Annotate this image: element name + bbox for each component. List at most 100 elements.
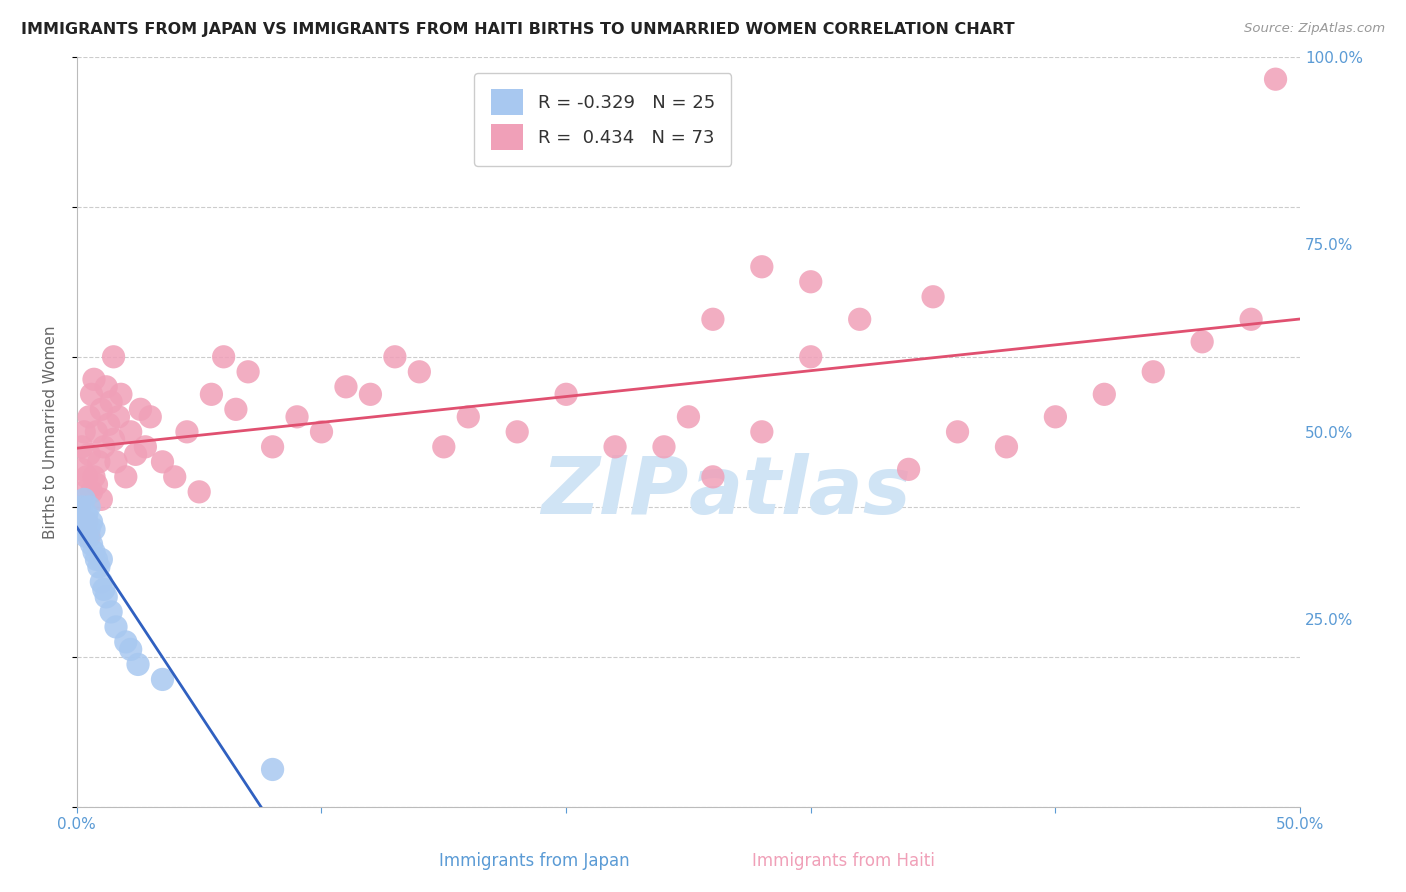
Point <box>652 440 675 454</box>
Y-axis label: Births to Unmarried Women: Births to Unmarried Women <box>44 325 58 539</box>
Point <box>103 350 125 364</box>
Point <box>262 440 284 454</box>
Point <box>120 425 142 439</box>
Point <box>800 350 823 364</box>
Point <box>90 552 112 566</box>
Point <box>86 477 108 491</box>
Text: Immigrants from Haiti: Immigrants from Haiti <box>752 852 935 870</box>
Point <box>139 409 162 424</box>
Point <box>236 365 259 379</box>
Point <box>114 635 136 649</box>
Point <box>86 552 108 566</box>
Point <box>995 440 1018 454</box>
Point <box>70 440 93 454</box>
Point <box>678 409 700 424</box>
Point <box>152 455 174 469</box>
Point <box>433 440 456 454</box>
Point <box>311 425 333 439</box>
Point <box>96 380 118 394</box>
Point <box>751 260 773 274</box>
Point <box>76 515 98 529</box>
Point <box>80 515 103 529</box>
Point <box>67 522 90 536</box>
Point <box>129 402 152 417</box>
Point <box>922 290 945 304</box>
Legend: R = -0.329   N = 25, R =  0.434   N = 73: R = -0.329 N = 25, R = 0.434 N = 73 <box>474 73 731 166</box>
Point <box>76 508 98 522</box>
Point <box>83 470 105 484</box>
Point <box>77 447 100 461</box>
Point <box>80 387 103 401</box>
Point <box>83 522 105 536</box>
Point <box>73 515 96 529</box>
Point <box>76 470 98 484</box>
Point <box>603 440 626 454</box>
Point <box>1191 334 1213 349</box>
Point <box>105 455 128 469</box>
Point <box>848 312 870 326</box>
Point <box>114 470 136 484</box>
Point <box>80 537 103 551</box>
Point <box>124 447 146 461</box>
Point <box>120 642 142 657</box>
Point <box>90 492 112 507</box>
Point <box>70 462 93 476</box>
Point <box>73 425 96 439</box>
Text: ZIP: ZIP <box>541 453 689 531</box>
Point <box>93 440 115 454</box>
Point <box>93 582 115 597</box>
Text: Immigrants from Japan: Immigrants from Japan <box>439 852 630 870</box>
Point <box>83 372 105 386</box>
Point <box>555 387 578 401</box>
Point <box>285 409 308 424</box>
Point <box>110 387 132 401</box>
Point <box>457 409 479 424</box>
Point <box>384 350 406 364</box>
Point <box>163 470 186 484</box>
Point <box>506 425 529 439</box>
Point <box>702 470 724 484</box>
Point <box>1092 387 1115 401</box>
Point <box>702 312 724 326</box>
Point <box>335 380 357 394</box>
Point <box>1045 409 1067 424</box>
Point <box>107 409 129 424</box>
Point <box>188 484 211 499</box>
Point <box>1264 72 1286 87</box>
Point <box>134 440 156 454</box>
Point <box>1142 365 1164 379</box>
Point <box>100 394 122 409</box>
Point <box>77 409 100 424</box>
Point <box>200 387 222 401</box>
Point <box>897 462 920 476</box>
Point <box>96 590 118 604</box>
Point <box>100 605 122 619</box>
Point <box>77 522 100 536</box>
Point <box>946 425 969 439</box>
Point <box>359 387 381 401</box>
Point <box>262 763 284 777</box>
Point <box>87 560 110 574</box>
Point <box>80 484 103 499</box>
Text: atlas: atlas <box>689 453 911 531</box>
Point <box>103 433 125 447</box>
Point <box>408 365 430 379</box>
Point <box>90 574 112 589</box>
Point <box>1240 312 1263 326</box>
Point <box>70 500 93 514</box>
Point <box>800 275 823 289</box>
Point <box>77 530 100 544</box>
Point <box>86 425 108 439</box>
Point <box>73 492 96 507</box>
Point <box>105 620 128 634</box>
Point <box>83 545 105 559</box>
Point <box>127 657 149 672</box>
Text: Source: ZipAtlas.com: Source: ZipAtlas.com <box>1244 22 1385 36</box>
Point <box>212 350 235 364</box>
Point <box>73 484 96 499</box>
Point <box>77 500 100 514</box>
Text: IMMIGRANTS FROM JAPAN VS IMMIGRANTS FROM HAITI BIRTHS TO UNMARRIED WOMEN CORRELA: IMMIGRANTS FROM JAPAN VS IMMIGRANTS FROM… <box>21 22 1015 37</box>
Point <box>87 455 110 469</box>
Point <box>176 425 198 439</box>
Point <box>97 417 120 432</box>
